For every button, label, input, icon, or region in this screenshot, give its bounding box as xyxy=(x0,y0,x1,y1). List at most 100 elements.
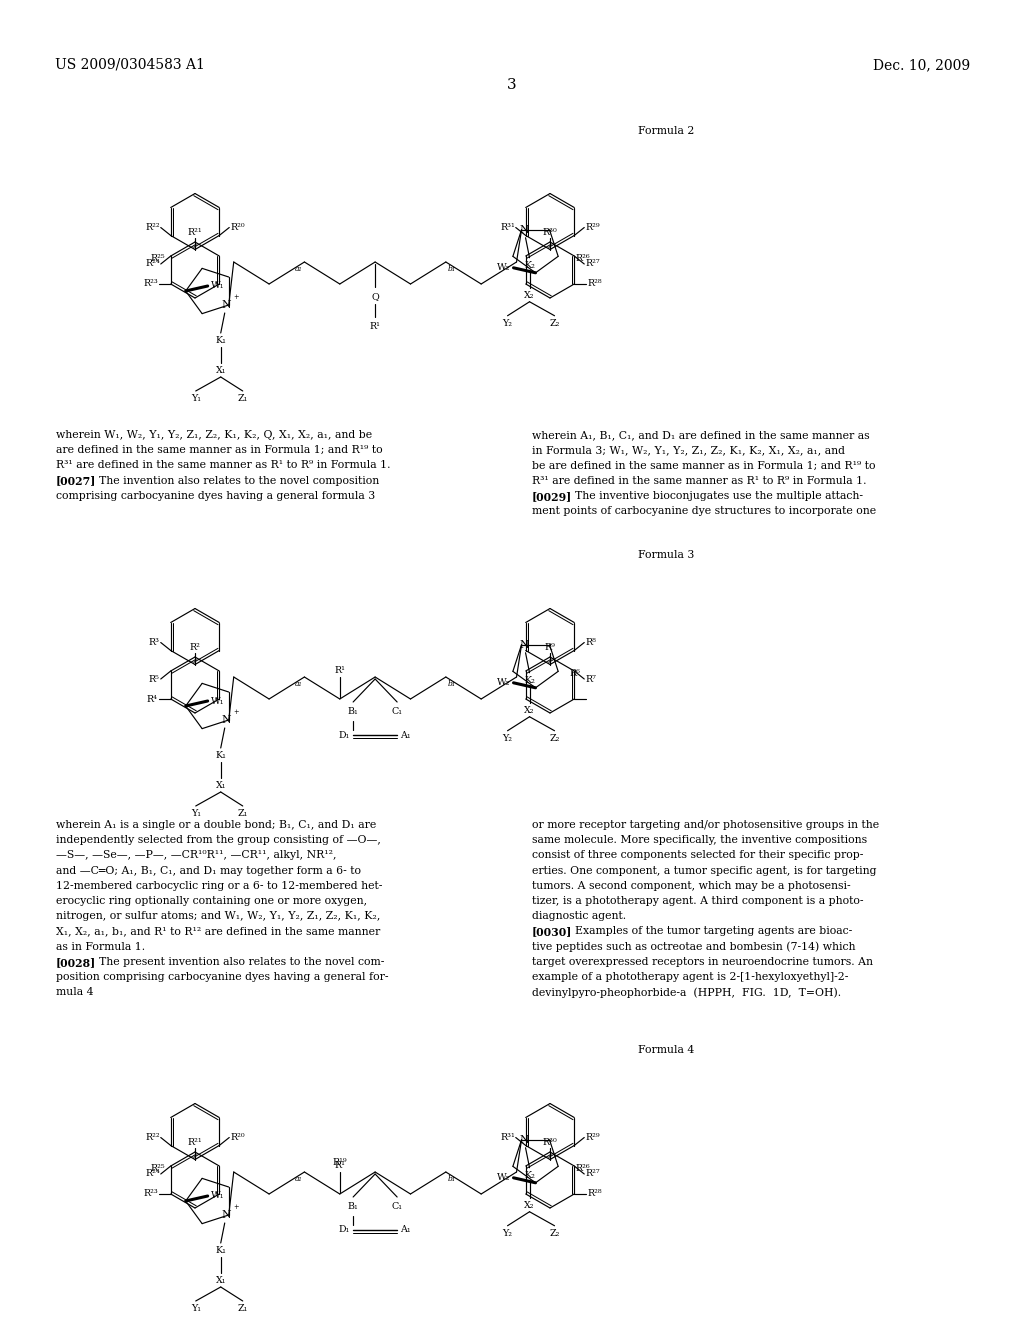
Text: [0029]: [0029] xyxy=(532,491,572,502)
Text: Q: Q xyxy=(372,292,379,301)
Text: K₁: K₁ xyxy=(215,1246,226,1255)
Text: R²²: R²² xyxy=(145,1133,160,1142)
Text: R²⁷: R²⁷ xyxy=(586,1170,600,1179)
Text: Y₂: Y₂ xyxy=(503,734,513,743)
Text: tizer, is a phototherapy agent. A third component is a photo-: tizer, is a phototherapy agent. A third … xyxy=(532,896,863,906)
Text: R⁸: R⁸ xyxy=(586,638,596,647)
Text: be are defined in the same manner as in Formula 1; and R¹⁹ to: be are defined in the same manner as in … xyxy=(532,461,876,470)
Text: erties. One component, a tumor specific agent, is for targeting: erties. One component, a tumor specific … xyxy=(532,866,877,875)
Text: +: + xyxy=(233,1203,239,1210)
Text: nitrogen, or sulfur atoms; and W₁, W₂, Y₁, Y₂, Z₁, Z₂, K₁, K₂,: nitrogen, or sulfur atoms; and W₁, W₂, Y… xyxy=(56,911,380,921)
Text: 12-membered carbocyclic ring or a 6- to 12-membered het-: 12-membered carbocyclic ring or a 6- to … xyxy=(56,880,382,891)
Text: R³¹: R³¹ xyxy=(500,1133,515,1142)
Text: K₁: K₁ xyxy=(215,337,226,345)
Text: W₂: W₂ xyxy=(497,678,511,688)
Text: X₁: X₁ xyxy=(215,366,226,375)
Text: independently selected from the group consisting of —O—,: independently selected from the group co… xyxy=(56,836,381,845)
Text: N: N xyxy=(221,1210,230,1220)
Text: R⁵: R⁵ xyxy=(148,675,160,684)
Text: mula 4: mula 4 xyxy=(56,987,93,997)
Text: D₁: D₁ xyxy=(339,730,350,739)
Text: are defined in the same manner as in Formula 1; and R¹⁹ to: are defined in the same manner as in For… xyxy=(56,445,383,455)
Text: wherein A₁ is a single or a double bond; B₁, C₁, and D₁ are: wherein A₁ is a single or a double bond;… xyxy=(56,820,376,830)
Text: US 2009/0304583 A1: US 2009/0304583 A1 xyxy=(55,58,205,73)
Text: N: N xyxy=(221,715,230,725)
Text: R²⁵: R²⁵ xyxy=(151,253,165,263)
Text: Z₁: Z₁ xyxy=(238,809,248,818)
Text: Z₂: Z₂ xyxy=(549,1229,560,1238)
Text: The invention also relates to the novel composition: The invention also relates to the novel … xyxy=(85,475,379,486)
Text: R⁹: R⁹ xyxy=(545,643,555,652)
Text: same molecule. More specifically, the inventive compositions: same molecule. More specifically, the in… xyxy=(532,836,867,845)
Text: R⁷: R⁷ xyxy=(586,675,596,684)
Text: X₂: X₂ xyxy=(524,706,535,714)
Text: X₂: X₂ xyxy=(524,290,535,300)
Text: b₁: b₁ xyxy=(447,265,456,273)
Text: R²⁹: R²⁹ xyxy=(586,223,600,232)
Text: tumors. A second component, which may be a photosensi-: tumors. A second component, which may be… xyxy=(532,880,851,891)
Text: R¹: R¹ xyxy=(335,1162,345,1170)
Text: Z₁: Z₁ xyxy=(238,393,248,403)
Text: K₁: K₁ xyxy=(215,751,226,760)
Text: R²⁸: R²⁸ xyxy=(587,1189,602,1199)
Text: K₂: K₂ xyxy=(524,261,535,269)
Text: +: + xyxy=(233,708,239,715)
Text: R¹: R¹ xyxy=(335,667,345,675)
Text: C₁: C₁ xyxy=(391,1203,402,1210)
Text: N: N xyxy=(520,1135,529,1144)
Text: W₁: W₁ xyxy=(211,281,224,290)
Text: B₁: B₁ xyxy=(348,1203,358,1210)
Text: R³⁰: R³⁰ xyxy=(543,1138,557,1147)
Text: R²⁰: R²⁰ xyxy=(230,223,245,232)
Text: W₁: W₁ xyxy=(211,697,224,705)
Text: ment points of carbocyanine dye structures to incorporate one: ment points of carbocyanine dye structur… xyxy=(532,506,877,516)
Text: and —C═O; A₁, B₁, C₁, and D₁ may together form a 6- to: and —C═O; A₁, B₁, C₁, and D₁ may togethe… xyxy=(56,866,361,875)
Text: Y₂: Y₂ xyxy=(503,318,513,327)
Text: position comprising carbocyanine dyes having a general for-: position comprising carbocyanine dyes ha… xyxy=(56,972,388,982)
Text: a₁: a₁ xyxy=(295,265,302,273)
Text: R²³: R²³ xyxy=(143,1189,158,1199)
Text: N: N xyxy=(520,224,529,235)
Text: A₁: A₁ xyxy=(400,1225,411,1234)
Text: R³¹ are defined in the same manner as R¹ to R⁹ in Formula 1.: R³¹ are defined in the same manner as R¹… xyxy=(532,475,866,486)
Text: W₁: W₁ xyxy=(211,1192,224,1200)
Text: b₁: b₁ xyxy=(447,680,456,688)
Text: Y₁: Y₁ xyxy=(190,393,201,403)
Text: R²: R² xyxy=(189,643,201,652)
Text: W₂: W₂ xyxy=(497,1173,511,1183)
Text: R⁶: R⁶ xyxy=(570,669,581,678)
Text: or more receptor targeting and/or photosensitive groups in the: or more receptor targeting and/or photos… xyxy=(532,820,880,830)
Text: [0027]: [0027] xyxy=(56,475,96,487)
Text: R²⁴: R²⁴ xyxy=(145,260,160,268)
Text: wherein W₁, W₂, Y₁, Y₂, Z₁, Z₂, K₁, K₂, Q, X₁, X₂, a₁, and be: wherein W₁, W₂, Y₁, Y₂, Z₁, Z₂, K₁, K₂, … xyxy=(56,430,372,440)
Text: a₁: a₁ xyxy=(295,680,302,688)
Text: X₁: X₁ xyxy=(215,1276,226,1284)
Text: —S—, —Se—, —P—, —CR¹⁰R¹¹, —CR¹¹, alkyl, NR¹²,: —S—, —Se—, —P—, —CR¹⁰R¹¹, —CR¹¹, alkyl, … xyxy=(56,850,337,861)
Text: Formula 3: Formula 3 xyxy=(638,550,694,560)
Text: X₁: X₁ xyxy=(215,781,226,789)
Text: diagnostic agent.: diagnostic agent. xyxy=(532,911,626,921)
Text: Y₁: Y₁ xyxy=(190,1304,201,1313)
Text: [0028]: [0028] xyxy=(56,957,96,968)
Text: Y₂: Y₂ xyxy=(503,1229,513,1238)
Text: R³: R³ xyxy=(148,638,160,647)
Text: comprising carbocyanine dyes having a general formula 3: comprising carbocyanine dyes having a ge… xyxy=(56,491,375,500)
Text: R¹: R¹ xyxy=(370,322,381,331)
Text: Examples of the tumor targeting agents are bioac-: Examples of the tumor targeting agents a… xyxy=(561,927,852,936)
Text: as in Formula 1.: as in Formula 1. xyxy=(56,941,145,952)
Text: b₁: b₁ xyxy=(447,1175,456,1183)
Text: a₁: a₁ xyxy=(295,1175,302,1183)
Text: Z₁: Z₁ xyxy=(238,1304,248,1313)
Text: target overexpressed receptors in neuroendocrine tumors. An: target overexpressed receptors in neuroe… xyxy=(532,957,873,966)
Text: C₁: C₁ xyxy=(391,708,402,715)
Text: example of a phototherapy agent is 2-[1-hexyloxyethyl]-2-: example of a phototherapy agent is 2-[1-… xyxy=(532,972,848,982)
Text: Z₂: Z₂ xyxy=(549,318,560,327)
Text: R²⁰: R²⁰ xyxy=(230,1133,245,1142)
Text: D₁: D₁ xyxy=(339,1225,350,1234)
Text: R²⁷: R²⁷ xyxy=(586,260,600,268)
Text: R²⁴: R²⁴ xyxy=(145,1170,160,1179)
Text: Dec. 10, 2009: Dec. 10, 2009 xyxy=(872,58,970,73)
Text: Formula 4: Formula 4 xyxy=(638,1045,694,1055)
Text: R³¹: R³¹ xyxy=(500,223,515,232)
Text: Formula 2: Formula 2 xyxy=(638,125,694,136)
